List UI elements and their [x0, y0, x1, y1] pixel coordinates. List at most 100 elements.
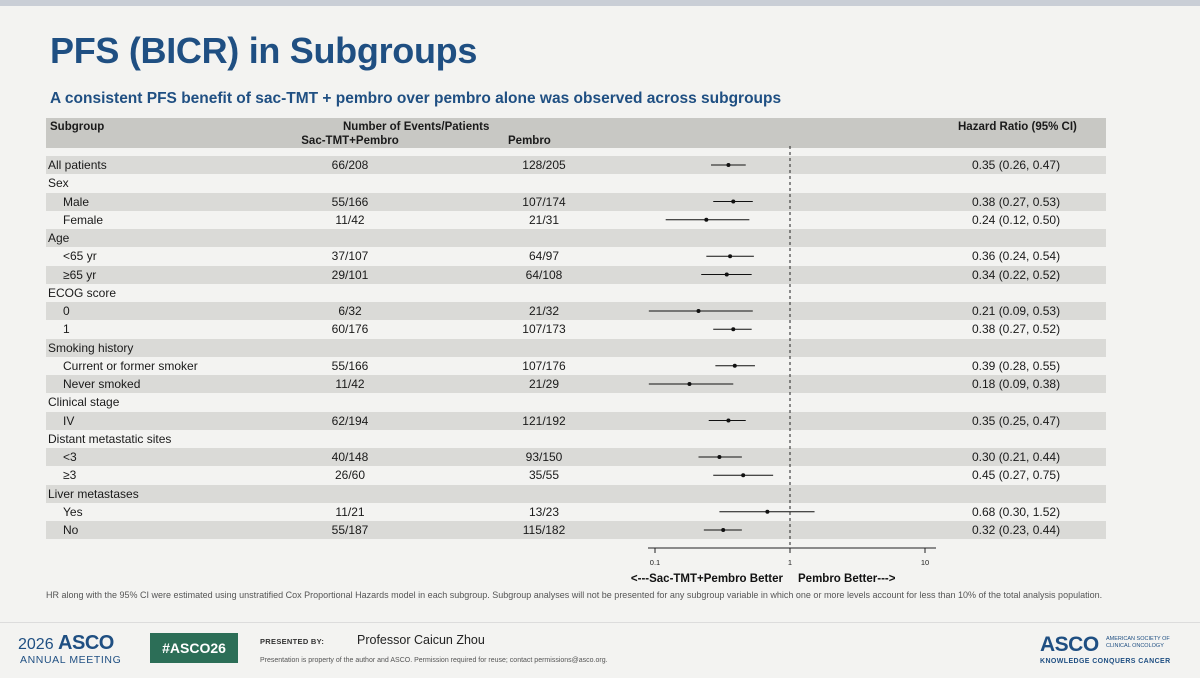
arm1-events: 6/32	[338, 304, 362, 318]
subgroup-label: Male	[63, 194, 90, 209]
hazard-ratio-text: 0.39 (0.28, 0.55)	[972, 358, 1061, 373]
hazard-ratio-text: 0.68 (0.30, 1.52)	[972, 504, 1061, 519]
presenter-name: Professor Caicun Zhou	[357, 633, 485, 647]
hr-point	[732, 363, 737, 368]
arm2-events: 21/31	[528, 212, 560, 227]
arm1-events: 11/21	[335, 504, 365, 519]
subgroup-label: <3	[63, 450, 77, 464]
col-arm2-header: Pembro	[508, 135, 551, 147]
asco-logo-text: ASCO	[1040, 633, 1099, 656]
subgroup-label: IV	[63, 413, 75, 428]
table-header-band	[46, 118, 1106, 148]
arm2-events: 64/108	[525, 267, 563, 282]
hr-point	[741, 473, 746, 478]
arm2-events: 35/55	[528, 468, 560, 483]
row-band	[46, 192, 1106, 211]
arm1-events: 60/176	[331, 322, 369, 337]
row-band	[46, 338, 1106, 357]
presented-by-label: PRESENTED BY:	[260, 637, 325, 646]
hr-point	[765, 509, 770, 514]
col-hr-header: Hazard Ratio (95% CI)	[958, 121, 1077, 133]
hazard-ratio-text: 0.35 (0.26, 0.47)	[972, 158, 1061, 172]
x-tick-label: 0.1	[650, 558, 660, 567]
hazard-ratio-text: 0.34 (0.22, 0.52)	[972, 267, 1061, 282]
asco-tagline: KNOWLEDGE CONQUERS CANCER	[1040, 658, 1171, 665]
x-tick-label: 1	[788, 558, 792, 567]
subgroup-header: Liver metastases	[48, 486, 139, 501]
subgroup-header: Age	[48, 231, 70, 245]
col-events-header: Number of Events/Patients	[343, 121, 490, 133]
subgroup-header: Sex	[48, 176, 69, 191]
meeting-org: ASCO	[58, 632, 114, 654]
arm2-events: 121/192	[522, 413, 566, 428]
hashtag-badge: #ASCO26	[150, 633, 238, 663]
subgroup-header: Clinical stage	[48, 395, 120, 410]
subgroup-label: Yes	[63, 504, 83, 519]
row-band	[46, 229, 1106, 247]
row-band	[46, 265, 1106, 284]
asco-logo: ASCO AMERICAN SOCIETY OF CLINICAL ONCOLO…	[1040, 633, 1170, 665]
footer-divider	[0, 622, 1200, 623]
meeting-name: ANNUAL MEETING	[20, 654, 122, 666]
arm2-events: 107/176	[522, 358, 566, 373]
hr-point	[731, 327, 736, 332]
permission-notice: Presentation is property of the author a…	[260, 657, 608, 664]
hazard-ratio-text: 0.32 (0.23, 0.44)	[972, 523, 1061, 537]
footnote: HR along with the 95% CI were estimated …	[46, 590, 1103, 600]
subgroup-label: ≥3	[63, 468, 77, 483]
col-subgroup-header: Subgroup	[50, 121, 105, 133]
subgroup-header: ECOG score	[48, 285, 117, 300]
hazard-ratio-text: 0.38 (0.27, 0.52)	[972, 322, 1061, 337]
top-stripe	[0, 0, 1200, 6]
row-band	[46, 156, 1106, 174]
subgroup-label: 0	[63, 304, 70, 318]
arm2-events: 64/97	[528, 249, 560, 264]
row-band	[46, 521, 1106, 539]
arm1-events: 26/60	[334, 468, 366, 483]
hazard-ratio-text: 0.30 (0.21, 0.44)	[972, 450, 1061, 464]
meeting-logo: 2026 ASCO ANNUAL MEETING	[18, 632, 121, 666]
arm1-events: 11/42	[335, 212, 365, 227]
left-direction-label: <---Sac-TMT+Pembro Better	[631, 573, 784, 585]
slide-subtitle: A consistent PFS benefit of sac-TMT + pe…	[50, 90, 782, 107]
meeting-year: 2026	[18, 636, 54, 653]
arm1-events: 40/148	[331, 450, 369, 464]
arm2-events: 93/150	[525, 450, 563, 464]
hazard-ratio-text: 0.18 (0.09, 0.38)	[972, 377, 1061, 391]
arm1-events: 37/107	[331, 249, 369, 264]
col-arm1-header: Sac-TMT+Pembro	[301, 135, 399, 147]
arm2-events: 107/174	[522, 194, 566, 209]
arm1-events: 55/166	[331, 358, 369, 373]
arm1-events: 11/42	[335, 377, 365, 391]
subgroup-label: <65 yr	[63, 249, 97, 264]
subgroup-label: 1	[63, 322, 70, 337]
hr-point	[728, 254, 733, 259]
row-band	[46, 375, 1106, 393]
arm2-events: 128/205	[522, 158, 566, 172]
hazard-ratio-text: 0.21 (0.09, 0.53)	[972, 304, 1061, 318]
arm1-events: 55/187	[331, 523, 369, 537]
arm2-events: 107/173	[522, 322, 566, 337]
subgroup-label: No	[63, 523, 79, 537]
row-band	[46, 411, 1106, 430]
asco-full-name: AMERICAN SOCIETY OF CLINICAL ONCOLOGY	[1106, 636, 1170, 649]
subgroup-label: ≥65 yr	[63, 267, 97, 282]
slide-title: PFS (BICR) in Subgroups	[50, 30, 478, 71]
arm2-events: 21/29	[528, 377, 560, 391]
arm1-events: 55/166	[331, 194, 369, 209]
hazard-ratio-text: 0.35 (0.25, 0.47)	[972, 413, 1061, 428]
row-band	[46, 484, 1106, 503]
subgroup-header: Smoking history	[48, 340, 134, 355]
right-direction-label: Pembro Better--->	[798, 573, 896, 585]
subgroup-header: Distant metastatic sites	[48, 431, 172, 446]
hazard-ratio-text: 0.36 (0.24, 0.54)	[972, 249, 1061, 264]
arm2-events: 21/32	[528, 304, 560, 318]
arm2-events: 115/182	[522, 523, 566, 537]
hazard-ratio-text: 0.24 (0.12, 0.50)	[972, 212, 1061, 227]
subgroup-label: All patients	[48, 158, 107, 172]
arm1-events: 66/208	[331, 158, 369, 172]
subgroup-label: Female	[63, 212, 104, 227]
x-tick-label: 10	[921, 558, 929, 567]
subgroup-label: Never smoked	[63, 377, 141, 391]
arm1-events: 62/194	[331, 413, 369, 428]
